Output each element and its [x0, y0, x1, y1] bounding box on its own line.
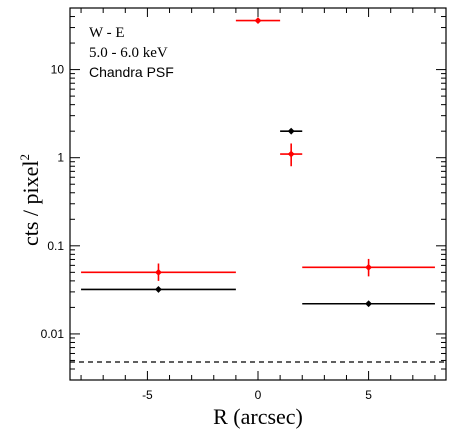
data-point — [365, 300, 373, 308]
y-axis-label-base: cts / pixel — [18, 160, 43, 246]
x-tick-label: -5 — [142, 388, 153, 402]
data-point — [155, 285, 162, 293]
data-series-group — [81, 17, 435, 308]
data-point — [254, 17, 262, 24]
data-point — [287, 150, 295, 158]
series-2 — [81, 127, 435, 308]
x-tick-label: 0 — [255, 388, 262, 402]
x-tick-label: 5 — [365, 388, 372, 402]
y-tick-label: 10 — [51, 63, 65, 77]
legend-line-1: W - E — [89, 25, 125, 41]
axis-ticks-group: -5 0 5 0.01 0.1 1 10 — [41, 7, 446, 402]
y-tick-label: 0.01 — [41, 327, 65, 341]
legend: W - E 5.0 - 6.0 keV Chandra PSF — [89, 25, 174, 80]
series-1 — [81, 17, 435, 281]
y-axis-label-superscript: 2 — [17, 154, 32, 161]
y-tick-label: 1 — [57, 151, 64, 165]
data-point — [287, 127, 295, 135]
y-axis-label: cts / pixel2 — [17, 154, 43, 246]
y-tick-label: 0.1 — [47, 239, 64, 253]
legend-line-3: Chandra PSF — [89, 64, 174, 80]
legend-line-2: 5.0 - 6.0 keV — [89, 45, 168, 61]
data-point — [365, 263, 373, 271]
x-axis-label: R (arcsec) — [213, 404, 303, 429]
data-point — [155, 268, 162, 276]
